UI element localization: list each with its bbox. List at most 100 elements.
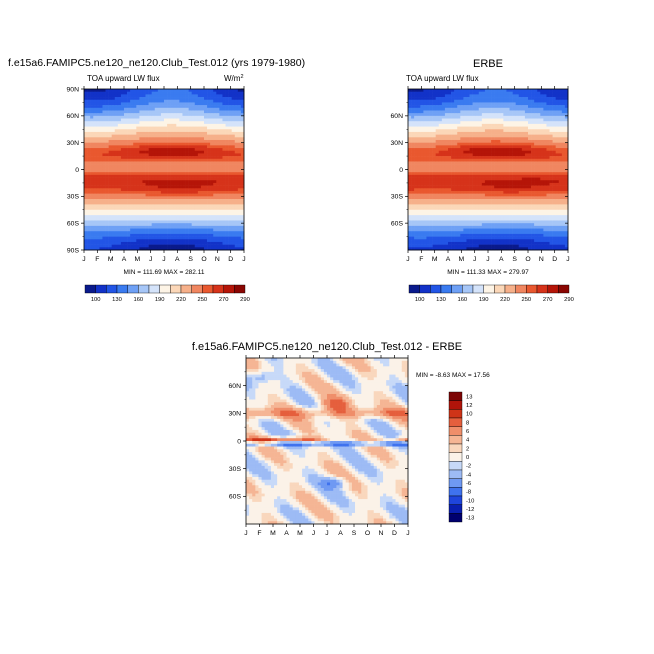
chart1-title: f.e15a6.FAMIPC5.ne120_ne120.Club_Test.01… (8, 57, 305, 69)
colorbar-swatch (223, 284, 235, 294)
colorbar-swatch (448, 495, 463, 505)
colorbar-label: 160 (133, 297, 143, 303)
colorbar-swatch (526, 284, 538, 294)
colorbar-swatch (448, 435, 463, 445)
colorbar-swatch (536, 284, 548, 294)
x-tick-label: J (244, 530, 247, 537)
colorbar-label: -13 (466, 516, 474, 522)
y-tick-label: 90N (67, 86, 80, 93)
x-tick-label: A (499, 256, 504, 263)
x-tick-label: F (257, 530, 261, 537)
colorbar-swatch (448, 417, 463, 427)
colorbar-swatch (448, 400, 463, 410)
colorbar-label: 0 (466, 455, 469, 461)
x-tick-label: M (458, 256, 464, 263)
colorbar-label: 270 (543, 297, 553, 303)
colorbar-label: 270 (219, 297, 229, 303)
colorbar-label: 2 (466, 446, 469, 452)
colorbar-swatch (504, 284, 516, 294)
colorbar-label: 12 (466, 403, 472, 409)
colorbar-label: 160 (457, 297, 467, 303)
colorbar-label: 290 (240, 297, 250, 303)
x-tick-label: M (297, 530, 303, 537)
colorbar-swatch (180, 284, 192, 294)
x-tick-label: S (512, 256, 517, 263)
colorbar-label: 220 (176, 297, 186, 303)
x-tick-label: O (365, 530, 370, 537)
colorbar-label: 10 (466, 412, 472, 418)
chart2-minmax: MIN = 111.33 MAX = 279.97 (447, 269, 529, 276)
x-tick-label: N (215, 256, 220, 263)
y-tick-label: 60N (67, 113, 80, 120)
colorbar-swatch (494, 284, 506, 294)
y-tick-label: 90S (67, 247, 80, 254)
x-tick-label: N (539, 256, 544, 263)
x-tick-label: J (406, 256, 409, 263)
x-tick-label: A (284, 530, 289, 537)
y-tick-label: 60S (229, 494, 242, 501)
colorbar-swatch (448, 409, 463, 419)
chart2-title: ERBE (473, 58, 503, 70)
colorbar-swatch (472, 284, 484, 294)
colorbar-label: 190 (479, 297, 489, 303)
colorbar-swatch (84, 284, 96, 294)
colorbar-swatch (191, 284, 203, 294)
colorbar-label: 6 (466, 429, 469, 435)
y-tick-label: 60N (229, 383, 242, 390)
colorbar-swatch (462, 284, 474, 294)
x-tick-label: D (552, 256, 557, 263)
x-tick-label: J (406, 530, 409, 537)
x-tick-label: S (352, 530, 357, 537)
colorbar-label: 290 (564, 297, 574, 303)
colorbar-swatch (558, 284, 570, 294)
colorbar-swatch (448, 478, 463, 488)
x-tick-label: J (82, 256, 85, 263)
y-tick-label: 30S (67, 194, 80, 201)
colorbar-swatch (483, 284, 495, 294)
colorbar-swatch (148, 284, 160, 294)
x-tick-label: J (312, 530, 315, 537)
y-tick-label: 60N (391, 113, 404, 120)
colorbar-swatch (212, 284, 224, 294)
x-tick-label: F (419, 256, 423, 263)
colorbar-swatch (448, 461, 463, 471)
colorbar-swatch (430, 284, 442, 294)
colorbar-label: 130 (112, 297, 122, 303)
x-tick-label: J (486, 256, 489, 263)
colorbar-swatch (138, 284, 150, 294)
colorbar-swatch (515, 284, 527, 294)
colorbar-label: -4 (466, 472, 472, 478)
x-tick-label: M (432, 256, 438, 263)
colorbar-swatch (95, 284, 107, 294)
chart1-variable-label: TOA upward LW flux (87, 74, 160, 83)
colorbar-swatch (116, 284, 128, 294)
y-tick-label: 30N (67, 140, 80, 147)
colorbar-swatch (202, 284, 214, 294)
x-tick-label: A (175, 256, 180, 263)
chart3-axes: 60N 30N 0 30S 60S J F M A M J J A S O N D J (229, 355, 410, 537)
chart1-units: W/m2 (224, 74, 244, 83)
chart2-variable-label: TOA upward LW flux (406, 74, 479, 83)
colorbar-label: 250 (521, 297, 531, 303)
y-tick-label: 0 (75, 167, 79, 174)
colorbar-swatch (234, 284, 246, 294)
colorbar-swatch (127, 284, 139, 294)
colorbar-swatch (448, 504, 463, 514)
colorbar-label: 250 (197, 297, 207, 303)
colorbar-swatch (448, 391, 463, 401)
colorbar-swatch (106, 284, 118, 294)
chart2-colorbar: 100 130 160 190 220 250 270 290 (408, 284, 574, 303)
x-tick-label: N (379, 530, 384, 537)
colorbar-swatch (159, 284, 171, 294)
colorbar-label: -12 (466, 507, 474, 513)
x-tick-label: J (473, 256, 476, 263)
colorbar-swatch (170, 284, 182, 294)
x-tick-label: M (134, 256, 140, 263)
x-tick-label: O (201, 256, 206, 263)
x-tick-label: J (325, 530, 328, 537)
colorbar-swatch (408, 284, 420, 294)
colorbar-swatch (448, 452, 463, 462)
chart3-minmax: MIN = -8.63 MAX = 17.56 (416, 372, 490, 379)
y-tick-label: 60S (391, 220, 404, 227)
